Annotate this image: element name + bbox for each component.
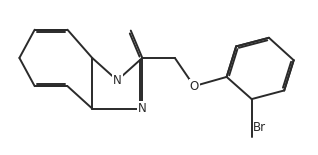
Text: N: N: [113, 74, 122, 87]
Text: O: O: [190, 80, 199, 93]
Text: N: N: [138, 102, 147, 115]
Text: Br: Br: [253, 121, 266, 134]
